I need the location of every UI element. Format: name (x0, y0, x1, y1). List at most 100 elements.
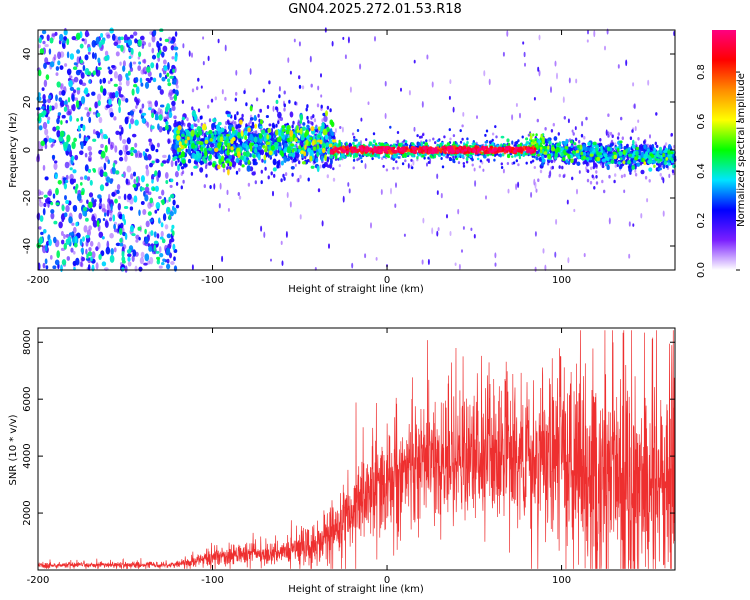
spectrogram-cell (595, 147, 598, 152)
spectrogram-cell (159, 236, 164, 240)
spectrogram-cell (214, 96, 217, 101)
spectrogram-cell (586, 178, 590, 183)
spectrogram-cell (549, 170, 552, 177)
spectrogram-cell (586, 169, 590, 173)
spectrogram-cell (647, 79, 650, 86)
spectrogram-cell (196, 86, 199, 91)
spectrogram-cell (317, 188, 321, 193)
spectrogram-cell (78, 79, 83, 85)
spectrogram-cell (65, 205, 70, 213)
spectrogram-cell (152, 77, 157, 83)
spectrogram-cell (585, 157, 590, 161)
spectrogram-cell (110, 203, 113, 211)
spectrogram-cell (88, 151, 93, 156)
y-tick-label: -20 (22, 190, 33, 206)
spectrogram-cell (503, 143, 506, 147)
spectrogram-cell (461, 124, 464, 128)
spectrogram-cell (542, 140, 545, 144)
spectrogram-cell (117, 202, 121, 211)
spectrogram-cell (365, 145, 369, 150)
spectrogram-cell (644, 175, 648, 180)
spectrogram-cell (49, 61, 55, 68)
spectrogram-cell (73, 62, 78, 66)
colorbar-label: Normalized spectral amplitude (736, 73, 747, 227)
spectrogram-cell (125, 98, 129, 103)
spectrogram-cell (139, 109, 142, 114)
spectrogram-cell (441, 165, 445, 169)
spectrogram-cell (608, 217, 611, 225)
spectrogram-cell (47, 116, 51, 121)
spectrogram-cell (80, 191, 85, 196)
spectrogram-cell (663, 159, 668, 166)
spectrogram-cell (221, 89, 224, 95)
spectrogram-cell (280, 130, 285, 137)
spectrogram-cell (55, 187, 59, 196)
spectrogram-cell (173, 265, 178, 272)
spectrogram-cell (564, 145, 569, 150)
spectrogram-cell (273, 150, 277, 155)
spectrogram-cell (60, 100, 65, 108)
spectrogram-cell (461, 137, 464, 141)
spectrogram-cell (278, 86, 281, 92)
spectrogram-cell (147, 211, 152, 216)
spectrogram-cell (629, 171, 632, 175)
spectrogram-cell (225, 110, 230, 115)
spectrogram-cell (91, 91, 96, 96)
spectrogram-cell (241, 113, 244, 118)
spectrogram-cell (193, 165, 198, 169)
spectrogram-cell (316, 103, 320, 108)
spectrogram-cell (135, 77, 139, 83)
spectrogram-cell (106, 176, 111, 183)
spectrogram-cell (64, 161, 70, 169)
spectrogram-cell (86, 111, 90, 118)
spectrogram-cell (170, 45, 175, 51)
spectrogram-cell (55, 94, 58, 102)
spectrogram-cell (209, 153, 212, 160)
spectrogram-cell (132, 171, 137, 177)
spectrogram-cell (480, 148, 484, 151)
spectrogram-cell (591, 174, 594, 179)
spectrogram-cell (41, 105, 45, 110)
spectrogram-cell (422, 145, 426, 150)
spectrogram-cell (428, 138, 431, 142)
spectrogram-cell (180, 185, 183, 190)
spectrogram-cell (105, 182, 109, 187)
spectrogram-cell (629, 158, 634, 163)
spectrogram-cell (404, 159, 407, 163)
spectrogram-cell (194, 123, 198, 128)
spectrogram-cell (589, 180, 593, 185)
spectrogram-cell (46, 104, 50, 111)
spectrogram-cell (61, 204, 65, 212)
spectrogram-cell (631, 165, 636, 170)
spectrogram-cell (53, 162, 58, 170)
spectrogram-cell (251, 171, 256, 176)
spectrogram-cell (595, 170, 598, 174)
spectrogram-cell (535, 144, 539, 148)
spectrogram-cell (84, 30, 89, 38)
spectrogram-cell (576, 144, 581, 149)
spectrogram-cell (67, 143, 72, 152)
spectrogram-cell (324, 134, 329, 140)
spectrogram-cell (396, 166, 399, 170)
spectrogram-cell (290, 166, 295, 170)
spectrogram-cell (156, 256, 161, 260)
spectrogram-cell (402, 146, 406, 151)
spectrogram-cell (158, 114, 163, 121)
spectrogram-cell (56, 129, 61, 138)
spectrogram-cell (50, 201, 54, 206)
spectrogram-cell (462, 226, 465, 230)
spectrogram-cell (141, 112, 147, 116)
spectrogram-cell (303, 151, 307, 157)
spectrogram-cell (424, 150, 427, 154)
spectrogram-cell (102, 88, 107, 96)
spectrogram-cell (134, 152, 138, 158)
spectrogram-cell (635, 146, 640, 151)
spectrogram-cell (548, 140, 552, 145)
spectrogram-cell (63, 100, 68, 105)
spectrogram-cell (389, 125, 392, 129)
spectrogram-cell (229, 165, 232, 170)
spectrogram-cell (91, 197, 95, 204)
spectrogram-cell (326, 156, 330, 163)
spectrogram-cell (48, 48, 52, 55)
spectrogram-cell (125, 72, 129, 79)
